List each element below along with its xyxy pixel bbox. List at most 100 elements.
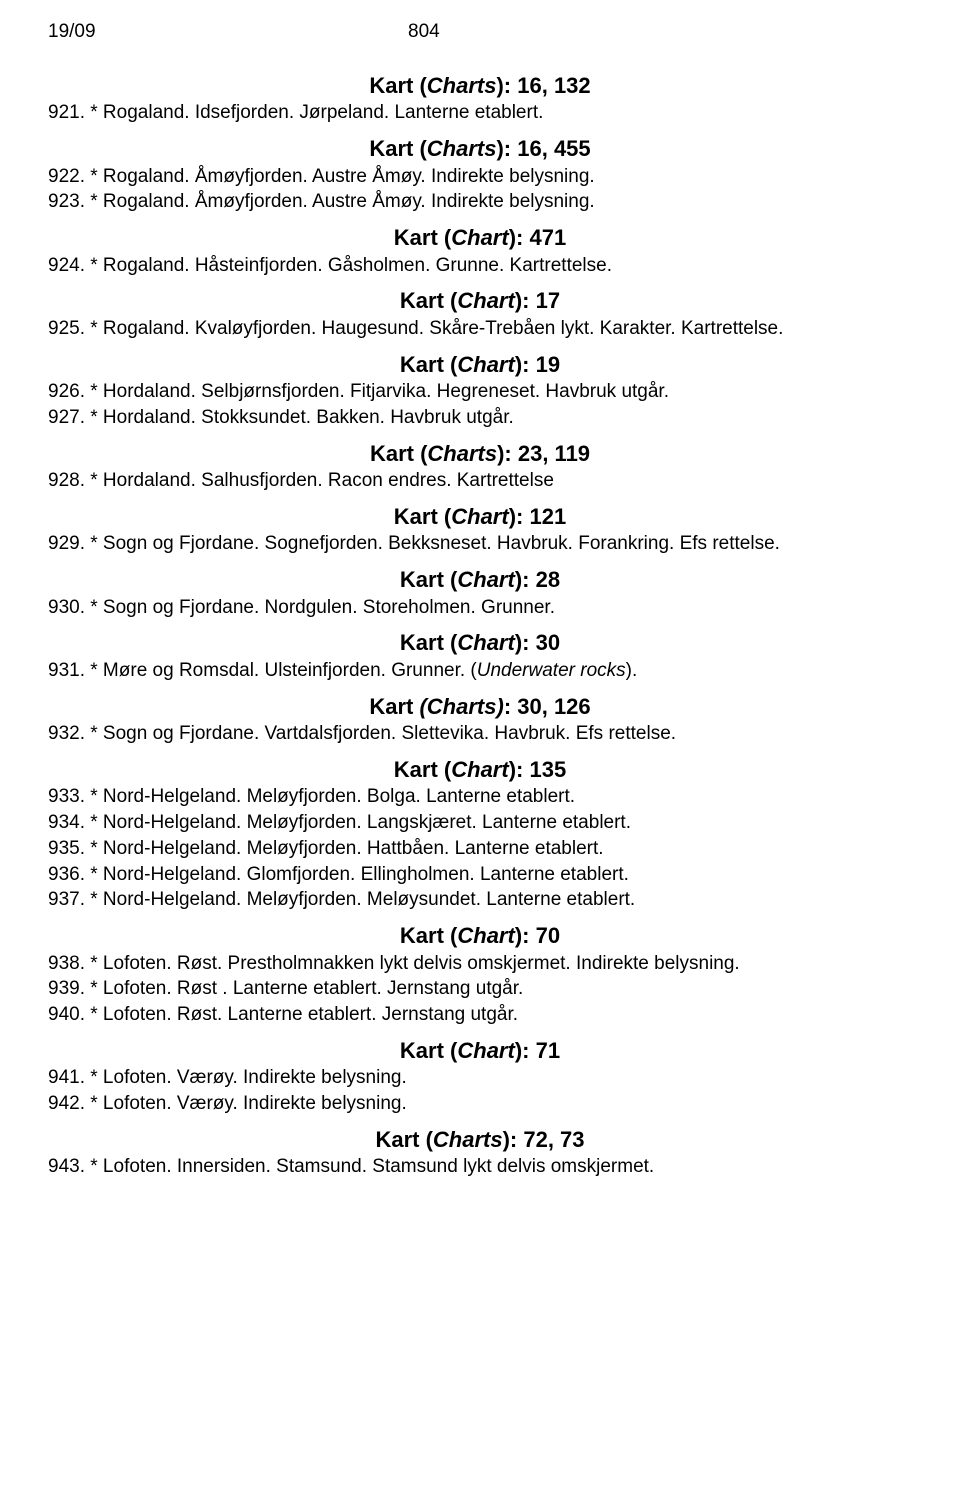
heading-prefix: Kart — [369, 694, 419, 719]
entry-text: 935. * Nord-Helgeland. Meløyfjorden. Hat… — [48, 838, 604, 859]
heading-prefix: Kart ( — [400, 923, 457, 948]
entry-line: 926. * Hordaland. Selbjørnsfjorden. Fitj… — [48, 380, 912, 404]
entry-line: 940. * Lofoten. Røst. Lanterne etablert.… — [48, 1003, 912, 1027]
chart-heading: Kart (Chart): 121 — [48, 503, 912, 531]
chart-heading: Kart (Charts): 16, 455 — [48, 135, 912, 163]
heading-italic: Chart — [451, 225, 508, 250]
heading-suffix: ): 23, 119 — [497, 441, 590, 466]
entry-line: 939. * Lofoten. Røst . Lanterne etablert… — [48, 977, 912, 1001]
heading-italic: Charts — [427, 441, 497, 466]
heading-suffix: ): 30 — [515, 630, 560, 655]
entry-line: 928. * Hordaland. Salhusfjorden. Racon e… — [48, 469, 912, 493]
entry-line: 938. * Lofoten. Røst. Prestholmnakken ly… — [48, 952, 912, 976]
heading-italic: (Charts) — [419, 694, 503, 719]
entry-text: 941. * Lofoten. Værøy. Indirekte belysni… — [48, 1067, 407, 1088]
entry-line: 931. * Møre og Romsdal. Ulsteinfjorden. … — [48, 659, 912, 683]
entry-text: 924. * Rogaland. Håsteinfjorden. Gåsholm… — [48, 255, 612, 276]
heading-suffix: ): 19 — [515, 352, 560, 377]
chart-heading: Kart (Charts): 72, 73 — [48, 1126, 912, 1154]
heading-prefix: Kart ( — [370, 441, 427, 466]
entry-text: 939. * Lofoten. Røst . Lanterne etablert… — [48, 978, 523, 999]
header-issue: 19/09 — [48, 20, 408, 44]
heading-prefix: Kart ( — [394, 504, 451, 529]
heading-prefix: Kart ( — [394, 225, 451, 250]
heading-suffix: ): 16, 132 — [496, 73, 590, 98]
entry-line: 922. * Rogaland. Åmøyfjorden. Austre Åmø… — [48, 165, 912, 189]
entry-line: 935. * Nord-Helgeland. Meløyfjorden. Hat… — [48, 837, 912, 861]
entry-line: 921. * Rogaland. Idsefjorden. Jørpeland.… — [48, 101, 912, 125]
chart-heading: Kart (Chart): 70 — [48, 922, 912, 950]
entry-line: 943. * Lofoten. Innersiden. Stamsund. St… — [48, 1155, 912, 1179]
entry-text: 932. * Sogn og Fjordane. Vartdalsfjorden… — [48, 723, 676, 744]
chart-heading: Kart (Chart): 17 — [48, 287, 912, 315]
heading-prefix: Kart ( — [400, 567, 457, 592]
heading-italic: Chart — [457, 567, 514, 592]
chart-heading: Kart (Charts): 16, 132 — [48, 72, 912, 100]
entry-text: 931. * Møre og Romsdal. Ulsteinfjorden. … — [48, 660, 477, 681]
entry-text: 923. * Rogaland. Åmøyfjorden. Austre Åmø… — [48, 191, 595, 212]
entry-text: 922. * Rogaland. Åmøyfjorden. Austre Åmø… — [48, 166, 595, 187]
entry-line: 933. * Nord-Helgeland. Meløyfjorden. Bol… — [48, 785, 912, 809]
heading-italic: Charts — [427, 73, 497, 98]
heading-suffix: ): 28 — [515, 567, 560, 592]
chart-heading: Kart (Chart): 135 — [48, 756, 912, 784]
entry-line: 924. * Rogaland. Håsteinfjorden. Gåsholm… — [48, 254, 912, 278]
heading-italic: Chart — [457, 288, 514, 313]
entry-text: 943. * Lofoten. Innersiden. Stamsund. St… — [48, 1156, 654, 1177]
entry-line: 925. * Rogaland. Kvaløyfjorden. Haugesun… — [48, 317, 912, 341]
heading-prefix: Kart ( — [369, 136, 426, 161]
heading-suffix: ): 17 — [515, 288, 560, 313]
heading-italic: Chart — [457, 630, 514, 655]
heading-suffix: ): 471 — [509, 225, 566, 250]
heading-prefix: Kart ( — [369, 73, 426, 98]
entry-line: 923. * Rogaland. Åmøyfjorden. Austre Åmø… — [48, 190, 912, 214]
entry-line: 932. * Sogn og Fjordane. Vartdalsfjorden… — [48, 722, 912, 746]
entry-text: 926. * Hordaland. Selbjørnsfjorden. Fitj… — [48, 381, 669, 402]
chart-heading: Kart (Chart): 471 — [48, 224, 912, 252]
entry-text: 933. * Nord-Helgeland. Meløyfjorden. Bol… — [48, 786, 575, 807]
entry-line: 934. * Nord-Helgeland. Meløyfjorden. Lan… — [48, 811, 912, 835]
heading-suffix: ): 16, 455 — [496, 136, 590, 161]
heading-prefix: Kart ( — [400, 1038, 457, 1063]
chart-heading: Kart (Charts): 30, 126 — [48, 693, 912, 721]
heading-suffix: ): 72, 73 — [503, 1127, 585, 1152]
heading-suffix: ): 135 — [509, 757, 566, 782]
entry-text: 934. * Nord-Helgeland. Meløyfjorden. Lan… — [48, 812, 631, 833]
entry-line: 930. * Sogn og Fjordane. Nordgulen. Stor… — [48, 596, 912, 620]
heading-italic: Chart — [451, 504, 508, 529]
entry-text: 925. * Rogaland. Kvaløyfjorden. Haugesun… — [48, 318, 783, 339]
entry-text: 940. * Lofoten. Røst. Lanterne etablert.… — [48, 1004, 518, 1025]
heading-italic: Charts — [433, 1127, 503, 1152]
heading-suffix: ): 70 — [515, 923, 560, 948]
heading-prefix: Kart ( — [400, 630, 457, 655]
entry-line: 941. * Lofoten. Værøy. Indirekte belysni… — [48, 1066, 912, 1090]
entry-italic: Underwater rocks — [477, 660, 626, 681]
heading-prefix: Kart ( — [400, 288, 457, 313]
entry-text: 942. * Lofoten. Værøy. Indirekte belysni… — [48, 1093, 407, 1114]
page-header: 19/09 804 — [48, 20, 912, 44]
chart-heading: Kart (Chart): 71 — [48, 1037, 912, 1065]
heading-italic: Chart — [457, 1038, 514, 1063]
heading-italic: Chart — [457, 923, 514, 948]
entry-text: 930. * Sogn og Fjordane. Nordgulen. Stor… — [48, 597, 555, 618]
chart-heading: Kart (Chart): 19 — [48, 351, 912, 379]
chart-heading: Kart (Chart): 30 — [48, 629, 912, 657]
entry-text: 936. * Nord-Helgeland. Glomfjorden. Elli… — [48, 864, 629, 885]
entry-line: 942. * Lofoten. Værøy. Indirekte belysni… — [48, 1092, 912, 1116]
entry-line: 929. * Sogn og Fjordane. Sognefjorden. B… — [48, 532, 912, 556]
heading-prefix: Kart ( — [375, 1127, 432, 1152]
heading-italic: Chart — [457, 352, 514, 377]
entry-line: 936. * Nord-Helgeland. Glomfjorden. Elli… — [48, 863, 912, 887]
heading-italic: Chart — [451, 757, 508, 782]
entry-text: 937. * Nord-Helgeland. Meløyfjorden. Mel… — [48, 889, 635, 910]
chart-heading: Kart (Chart): 28 — [48, 566, 912, 594]
heading-prefix: Kart ( — [400, 352, 457, 377]
heading-prefix: Kart ( — [394, 757, 451, 782]
entry-text: 928. * Hordaland. Salhusfjorden. Racon e… — [48, 470, 554, 491]
heading-suffix: : 30, 126 — [504, 694, 591, 719]
entry-text: 938. * Lofoten. Røst. Prestholmnakken ly… — [48, 953, 740, 974]
chart-heading: Kart (Charts): 23, 119 — [48, 440, 912, 468]
entry-text: 921. * Rogaland. Idsefjorden. Jørpeland.… — [48, 102, 543, 123]
entry-text: 927. * Hordaland. Stokksundet. Bakken. H… — [48, 407, 514, 428]
heading-suffix: ): 121 — [509, 504, 566, 529]
